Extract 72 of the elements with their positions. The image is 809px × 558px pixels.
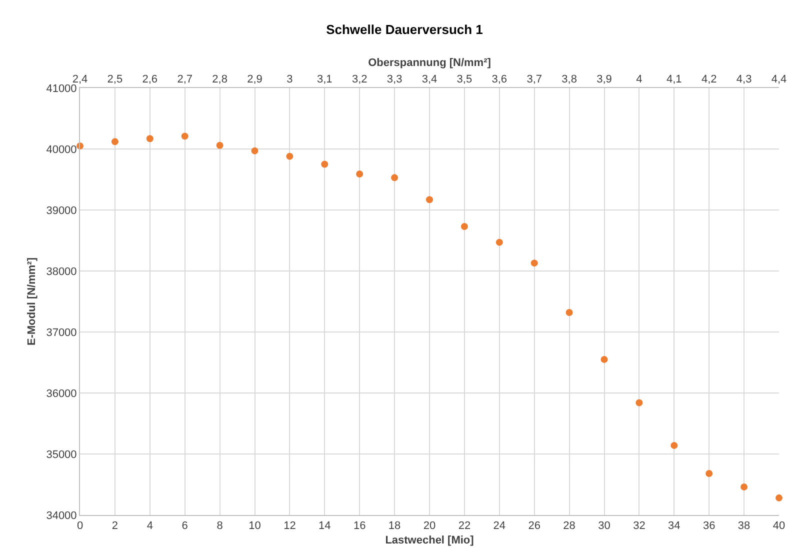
point — [740, 483, 748, 490]
chart-title: Schwelle Dauerversuch 1 — [326, 22, 483, 38]
x-tick-label: 22 — [458, 520, 471, 532]
x2-tick-label: 4,2 — [701, 74, 717, 86]
x-tick-label: 12 — [284, 520, 296, 532]
x-tick-label: 24 — [493, 520, 506, 532]
y-tick-label: 36000 — [46, 388, 77, 400]
point — [496, 238, 503, 246]
y-tick-label: 40000 — [46, 144, 77, 156]
x2-axis-title: Oberspannung [N/mm²] — [368, 57, 492, 70]
y-tick-label: 37000 — [46, 326, 77, 339]
x2-tick-label: 4,4 — [771, 74, 787, 86]
x2-tick-label: 3,5 — [456, 74, 472, 86]
x2-tick-label: 3,3 — [386, 74, 402, 86]
y-tick-label: 38000 — [46, 266, 77, 278]
x-tick-label: 0 — [76, 520, 84, 532]
x-tick-label: 36 — [702, 520, 716, 532]
point — [391, 174, 398, 182]
x2-tick-label: 4 — [636, 74, 642, 86]
point — [111, 138, 118, 146]
x2-tick-label: 4,1 — [666, 74, 682, 86]
x2-tick-label: 2,7 — [177, 74, 192, 86]
x2-tick-label: 2,6 — [142, 74, 158, 86]
x2-tick-label: 3,6 — [492, 74, 508, 86]
x-tick-label: 16 — [353, 520, 366, 532]
point — [356, 170, 364, 178]
y-tick-label: 39000 — [46, 204, 77, 217]
x2-tick-label: 3 — [286, 74, 293, 86]
x2-tick-label: 3,1 — [317, 74, 332, 86]
x-tick-label: 6 — [182, 520, 188, 532]
point — [181, 132, 188, 140]
x-tick-label: 32 — [633, 520, 646, 532]
x-tick-label: 28 — [563, 520, 576, 532]
point — [670, 442, 678, 449]
y-axis-title: E-Modul [N/mm²] — [26, 257, 38, 346]
x2-tick-label: 2,9 — [247, 74, 262, 86]
x-tick-label: 8 — [216, 520, 223, 532]
x2-tick-label: 3,4 — [422, 74, 438, 86]
x-tick-label: 40 — [772, 520, 786, 532]
point — [706, 470, 713, 478]
point — [321, 160, 328, 168]
y-tick-label: 35000 — [46, 448, 77, 461]
point — [460, 222, 468, 230]
x-tick-label: 2 — [112, 520, 118, 532]
x-tick-label: 38 — [738, 520, 750, 532]
point — [251, 147, 258, 154]
point — [566, 308, 573, 316]
x-tick-label: 20 — [423, 520, 436, 532]
x-tick-label: 4 — [146, 520, 153, 532]
x2-tick-label: 3,7 — [526, 74, 542, 86]
point — [216, 142, 224, 149]
point — [530, 260, 538, 267]
x-tick-label: 18 — [388, 520, 401, 532]
x-tick-label: 26 — [528, 520, 540, 532]
point — [146, 135, 154, 142]
x-axis-title: Lastwechel [Mio] — [385, 534, 474, 546]
point — [286, 152, 294, 160]
y-tick-label: 34000 — [46, 510, 77, 522]
x2-tick-label: 3,8 — [562, 74, 577, 86]
point — [426, 196, 433, 204]
x2-tick-label: 3,9 — [596, 74, 612, 86]
x-tick-label: 30 — [598, 520, 610, 532]
x2-tick-label: 4,3 — [736, 74, 752, 86]
point — [776, 494, 782, 502]
point — [600, 356, 608, 363]
point — [636, 399, 643, 406]
x2-tick-label: 2,5 — [107, 74, 123, 86]
x-tick-label: 34 — [668, 520, 680, 532]
x-tick-label: 10 — [248, 520, 261, 532]
x-tick-label: 14 — [318, 520, 331, 532]
x2-tick-label: 2,8 — [212, 74, 228, 86]
x2-tick-label: 3,2 — [352, 74, 368, 86]
